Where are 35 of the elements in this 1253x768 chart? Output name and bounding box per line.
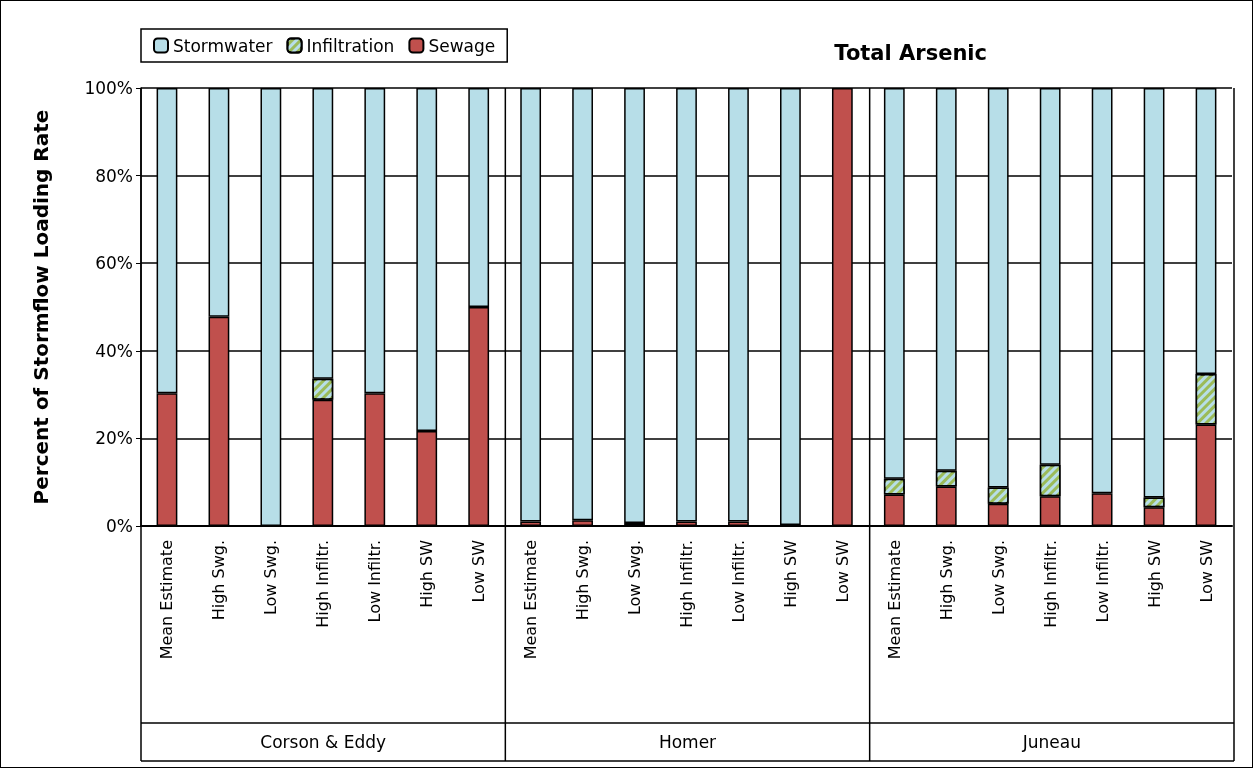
x-tick-label: Mean Estimate	[157, 540, 177, 660]
x-tick-label: High SW	[1144, 539, 1164, 608]
x-tick-label: Low SW	[469, 539, 489, 603]
x-tick-label: High Infiltr.	[677, 540, 696, 628]
x-tick-label: High Swg.	[936, 540, 956, 621]
x-tick-label: Low Infiltr.	[1092, 540, 1112, 623]
legend-label: Sewage	[428, 35, 496, 56]
text: Homer	[658, 732, 717, 752]
y-tick-label: 80%	[95, 165, 133, 186]
y-tick-label: 100%	[84, 78, 133, 98]
x-tick-label: High Infiltr.	[1040, 540, 1060, 628]
x-tick-label: High Swg.	[573, 540, 593, 621]
legend-label: Infiltration	[306, 35, 395, 56]
y-axis-title: Percent of Stormflow Loading Rate	[29, 109, 53, 505]
x-tick-label: Low Swg.	[625, 540, 645, 616]
x-tick-label: Low SW	[832, 539, 852, 603]
x-tick-label: High SW	[417, 539, 437, 608]
x-tick-label: Low Swg.	[261, 540, 281, 616]
text: Corson & Eddy	[260, 732, 387, 752]
y-tick-label: 60%	[95, 253, 133, 274]
legend-label: Stormwater	[173, 35, 273, 56]
x-tick-label: Low Infiltr.	[728, 540, 748, 623]
y-tick-label: 0%	[106, 516, 133, 536]
x-tick-label: Low SW	[1196, 539, 1216, 603]
chart-title: Total Arsenic	[834, 40, 988, 65]
x-tick-label: High SW	[780, 539, 800, 608]
y-tick-label: 20%	[95, 428, 133, 449]
x-tick-label: Low Swg.	[988, 540, 1008, 616]
x-tick-label: Low Infiltr.	[365, 540, 385, 623]
x-tick-label: Mean Estimate	[521, 540, 541, 660]
x-tick-label: Mean Estimate	[884, 540, 904, 660]
y-tick-label: 40%	[95, 340, 133, 361]
text: Juneau	[1021, 732, 1081, 752]
x-tick-label: High Swg.	[209, 540, 229, 621]
x-tick-label: High Infiltr.	[313, 540, 333, 628]
